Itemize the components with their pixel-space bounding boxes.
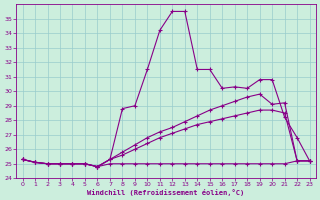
X-axis label: Windchill (Refroidissement éolien,°C): Windchill (Refroidissement éolien,°C) xyxy=(87,189,245,196)
